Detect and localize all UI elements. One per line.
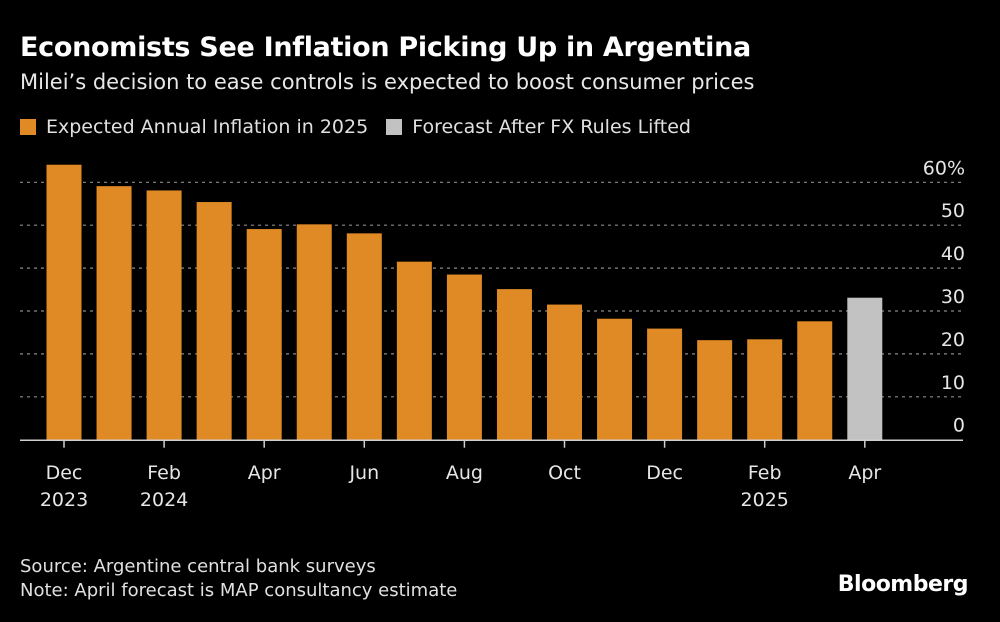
bar — [547, 304, 582, 440]
bar — [346, 233, 382, 440]
source-note: Source: Argentine central bank surveys — [20, 556, 376, 577]
x-tick-label-year: 2024 — [140, 489, 188, 511]
bar — [196, 202, 232, 440]
bloomberg-logo: Bloomberg — [837, 572, 969, 597]
bar — [246, 229, 282, 440]
legend-swatch-orange — [20, 119, 36, 135]
chart-subtitle: Milei’s decision to ease controls is exp… — [20, 70, 755, 94]
x-tick-label: Dec — [646, 462, 683, 484]
bar — [146, 190, 182, 440]
bar — [697, 340, 733, 440]
bar — [296, 224, 332, 440]
legend: Expected Annual Inflation in 2025 Foreca… — [20, 116, 691, 138]
x-tick-label: Feb — [748, 462, 782, 484]
y-tick-label: 30 — [941, 286, 965, 308]
x-tick-label: Aug — [446, 462, 483, 484]
bar — [46, 164, 82, 440]
bar — [747, 339, 783, 440]
legend-item-expected: Expected Annual Inflation in 2025 — [20, 116, 368, 138]
footnote: Note: April forecast is MAP consultancy … — [20, 580, 458, 601]
bar — [446, 274, 482, 440]
x-tick-label: Apr — [848, 462, 881, 484]
x-tick-label-year: 2025 — [741, 489, 789, 511]
y-tick-label: 10 — [941, 372, 965, 394]
bar — [496, 289, 532, 440]
x-tick-label-year: 2023 — [40, 489, 88, 511]
bar — [647, 328, 683, 440]
bar — [797, 321, 833, 440]
x-tick-label: Feb — [147, 462, 181, 484]
y-tick-label: 20 — [941, 329, 965, 351]
x-tick-label: Jun — [348, 462, 379, 484]
x-tick-label: Apr — [248, 462, 281, 484]
x-tick-label: Oct — [548, 462, 581, 484]
legend-label: Forecast After FX Rules Lifted — [412, 116, 691, 138]
bar — [597, 318, 633, 440]
y-tick-label: 50 — [941, 200, 965, 222]
y-tick-label: 40 — [941, 243, 965, 265]
legend-label: Expected Annual Inflation in 2025 — [46, 116, 369, 138]
y-tick-label: 0 — [953, 415, 965, 437]
bar — [847, 297, 883, 440]
bar — [96, 186, 132, 440]
y-tick-label: 60% — [923, 157, 965, 179]
legend-item-forecast: Forecast After FX Rules Lifted — [386, 116, 691, 138]
legend-swatch-gray — [386, 119, 403, 135]
bar — [396, 261, 432, 440]
x-tick-label: Dec — [46, 462, 83, 484]
chart-title: Economists See Inflation Picking Up in A… — [20, 32, 751, 63]
